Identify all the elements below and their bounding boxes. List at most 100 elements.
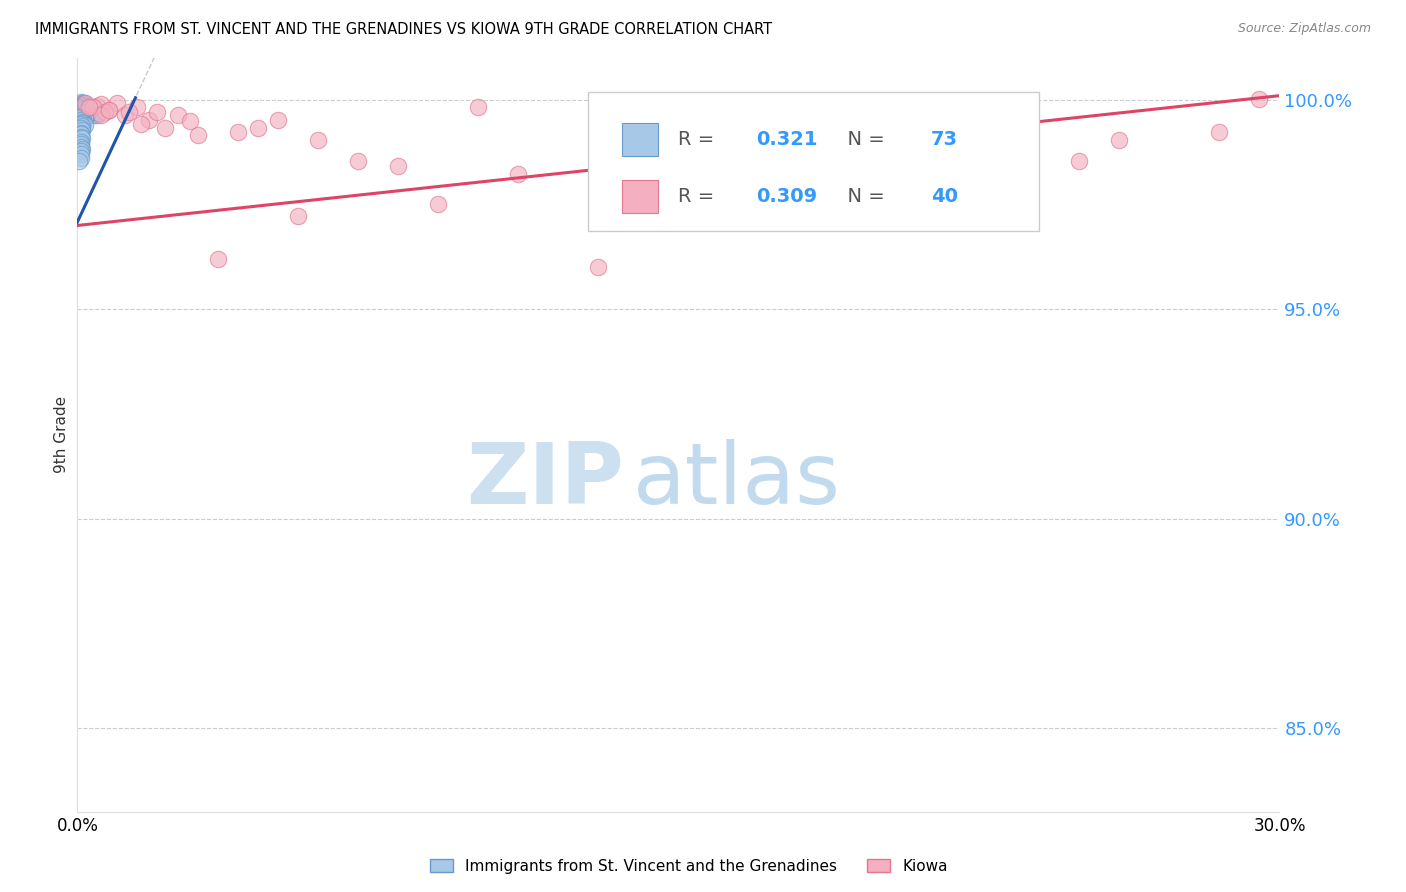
- Point: [82, 103, 104, 118]
- Point: [70, 104, 93, 119]
- Point: [787, 142, 810, 156]
- Point: [70, 112, 93, 127]
- Text: N =: N =: [835, 129, 890, 149]
- Point: [76, 99, 98, 113]
- Point: [70, 99, 93, 113]
- Point: [90, 108, 112, 122]
- Point: [73, 96, 96, 111]
- Point: [127, 100, 149, 114]
- Point: [69, 111, 91, 125]
- Point: [70, 117, 93, 131]
- Point: [179, 113, 201, 128]
- Point: [70, 110, 93, 124]
- Legend: Immigrants from St. Vincent and the Grenadines, Kiowa: Immigrants from St. Vincent and the Gren…: [423, 853, 955, 880]
- Point: [70, 98, 93, 112]
- Point: [73, 101, 96, 115]
- Point: [1108, 133, 1130, 147]
- Point: [75, 105, 97, 120]
- Point: [69, 151, 91, 165]
- Text: 0.321: 0.321: [756, 129, 818, 149]
- Point: [347, 154, 370, 169]
- Point: [70, 131, 93, 145]
- Point: [70, 96, 93, 111]
- Point: [72, 97, 94, 112]
- Point: [187, 128, 209, 143]
- Point: [75, 111, 97, 125]
- Point: [79, 100, 101, 114]
- Point: [467, 100, 489, 114]
- Point: [427, 196, 450, 211]
- Point: [75, 98, 97, 112]
- Point: [79, 103, 101, 118]
- Point: [75, 106, 97, 120]
- Point: [70, 123, 93, 137]
- Y-axis label: 9th Grade: 9th Grade: [53, 396, 69, 474]
- Point: [75, 99, 97, 113]
- Point: [246, 121, 269, 136]
- Point: [75, 106, 97, 120]
- Point: [84, 106, 107, 120]
- Point: [79, 106, 101, 120]
- Point: [94, 104, 117, 119]
- Point: [155, 121, 177, 136]
- Point: [77, 100, 100, 114]
- Point: [69, 144, 91, 158]
- Text: atlas: atlas: [633, 439, 841, 522]
- Point: [73, 98, 96, 112]
- Point: [287, 209, 309, 223]
- Point: [1069, 154, 1091, 169]
- Point: [138, 112, 160, 127]
- Point: [83, 107, 105, 121]
- Text: 40: 40: [931, 187, 957, 206]
- Point: [86, 105, 108, 120]
- Point: [72, 102, 94, 116]
- Point: [69, 95, 91, 109]
- Point: [72, 107, 94, 121]
- Point: [668, 175, 690, 189]
- Point: [73, 118, 96, 132]
- Point: [166, 108, 188, 122]
- Point: [70, 97, 93, 112]
- Text: R =: R =: [679, 187, 721, 206]
- Point: [75, 102, 97, 116]
- Point: [70, 126, 93, 140]
- Point: [75, 96, 97, 111]
- Point: [131, 117, 153, 131]
- Point: [86, 107, 108, 121]
- Text: 73: 73: [931, 129, 957, 149]
- Point: [70, 100, 93, 114]
- Point: [146, 104, 169, 119]
- Point: [1208, 125, 1230, 139]
- Point: [307, 133, 329, 147]
- Text: IMMIGRANTS FROM ST. VINCENT AND THE GRENADINES VS KIOWA 9TH GRADE CORRELATION CH: IMMIGRANTS FROM ST. VINCENT AND THE GREN…: [35, 22, 772, 37]
- Text: ZIP: ZIP: [467, 439, 624, 522]
- Point: [267, 112, 290, 127]
- Point: [868, 103, 890, 118]
- Point: [1249, 92, 1271, 106]
- Point: [75, 104, 97, 119]
- Point: [72, 116, 94, 130]
- Point: [72, 99, 94, 113]
- Text: R =: R =: [679, 129, 721, 149]
- Point: [80, 104, 103, 119]
- Point: [226, 125, 249, 139]
- Point: [707, 204, 730, 219]
- Point: [70, 102, 93, 116]
- Point: [69, 127, 91, 141]
- Point: [70, 147, 93, 161]
- Point: [79, 101, 101, 115]
- Point: [70, 103, 93, 118]
- Point: [107, 96, 129, 111]
- Point: [207, 252, 229, 266]
- Point: [588, 260, 610, 274]
- Point: [508, 167, 530, 181]
- Point: [76, 107, 98, 121]
- Point: [73, 110, 96, 124]
- Point: [79, 103, 101, 117]
- Point: [90, 97, 112, 112]
- Point: [77, 106, 100, 120]
- Bar: [621, 180, 658, 213]
- Point: [98, 103, 121, 118]
- Point: [82, 105, 104, 120]
- Point: [70, 107, 93, 121]
